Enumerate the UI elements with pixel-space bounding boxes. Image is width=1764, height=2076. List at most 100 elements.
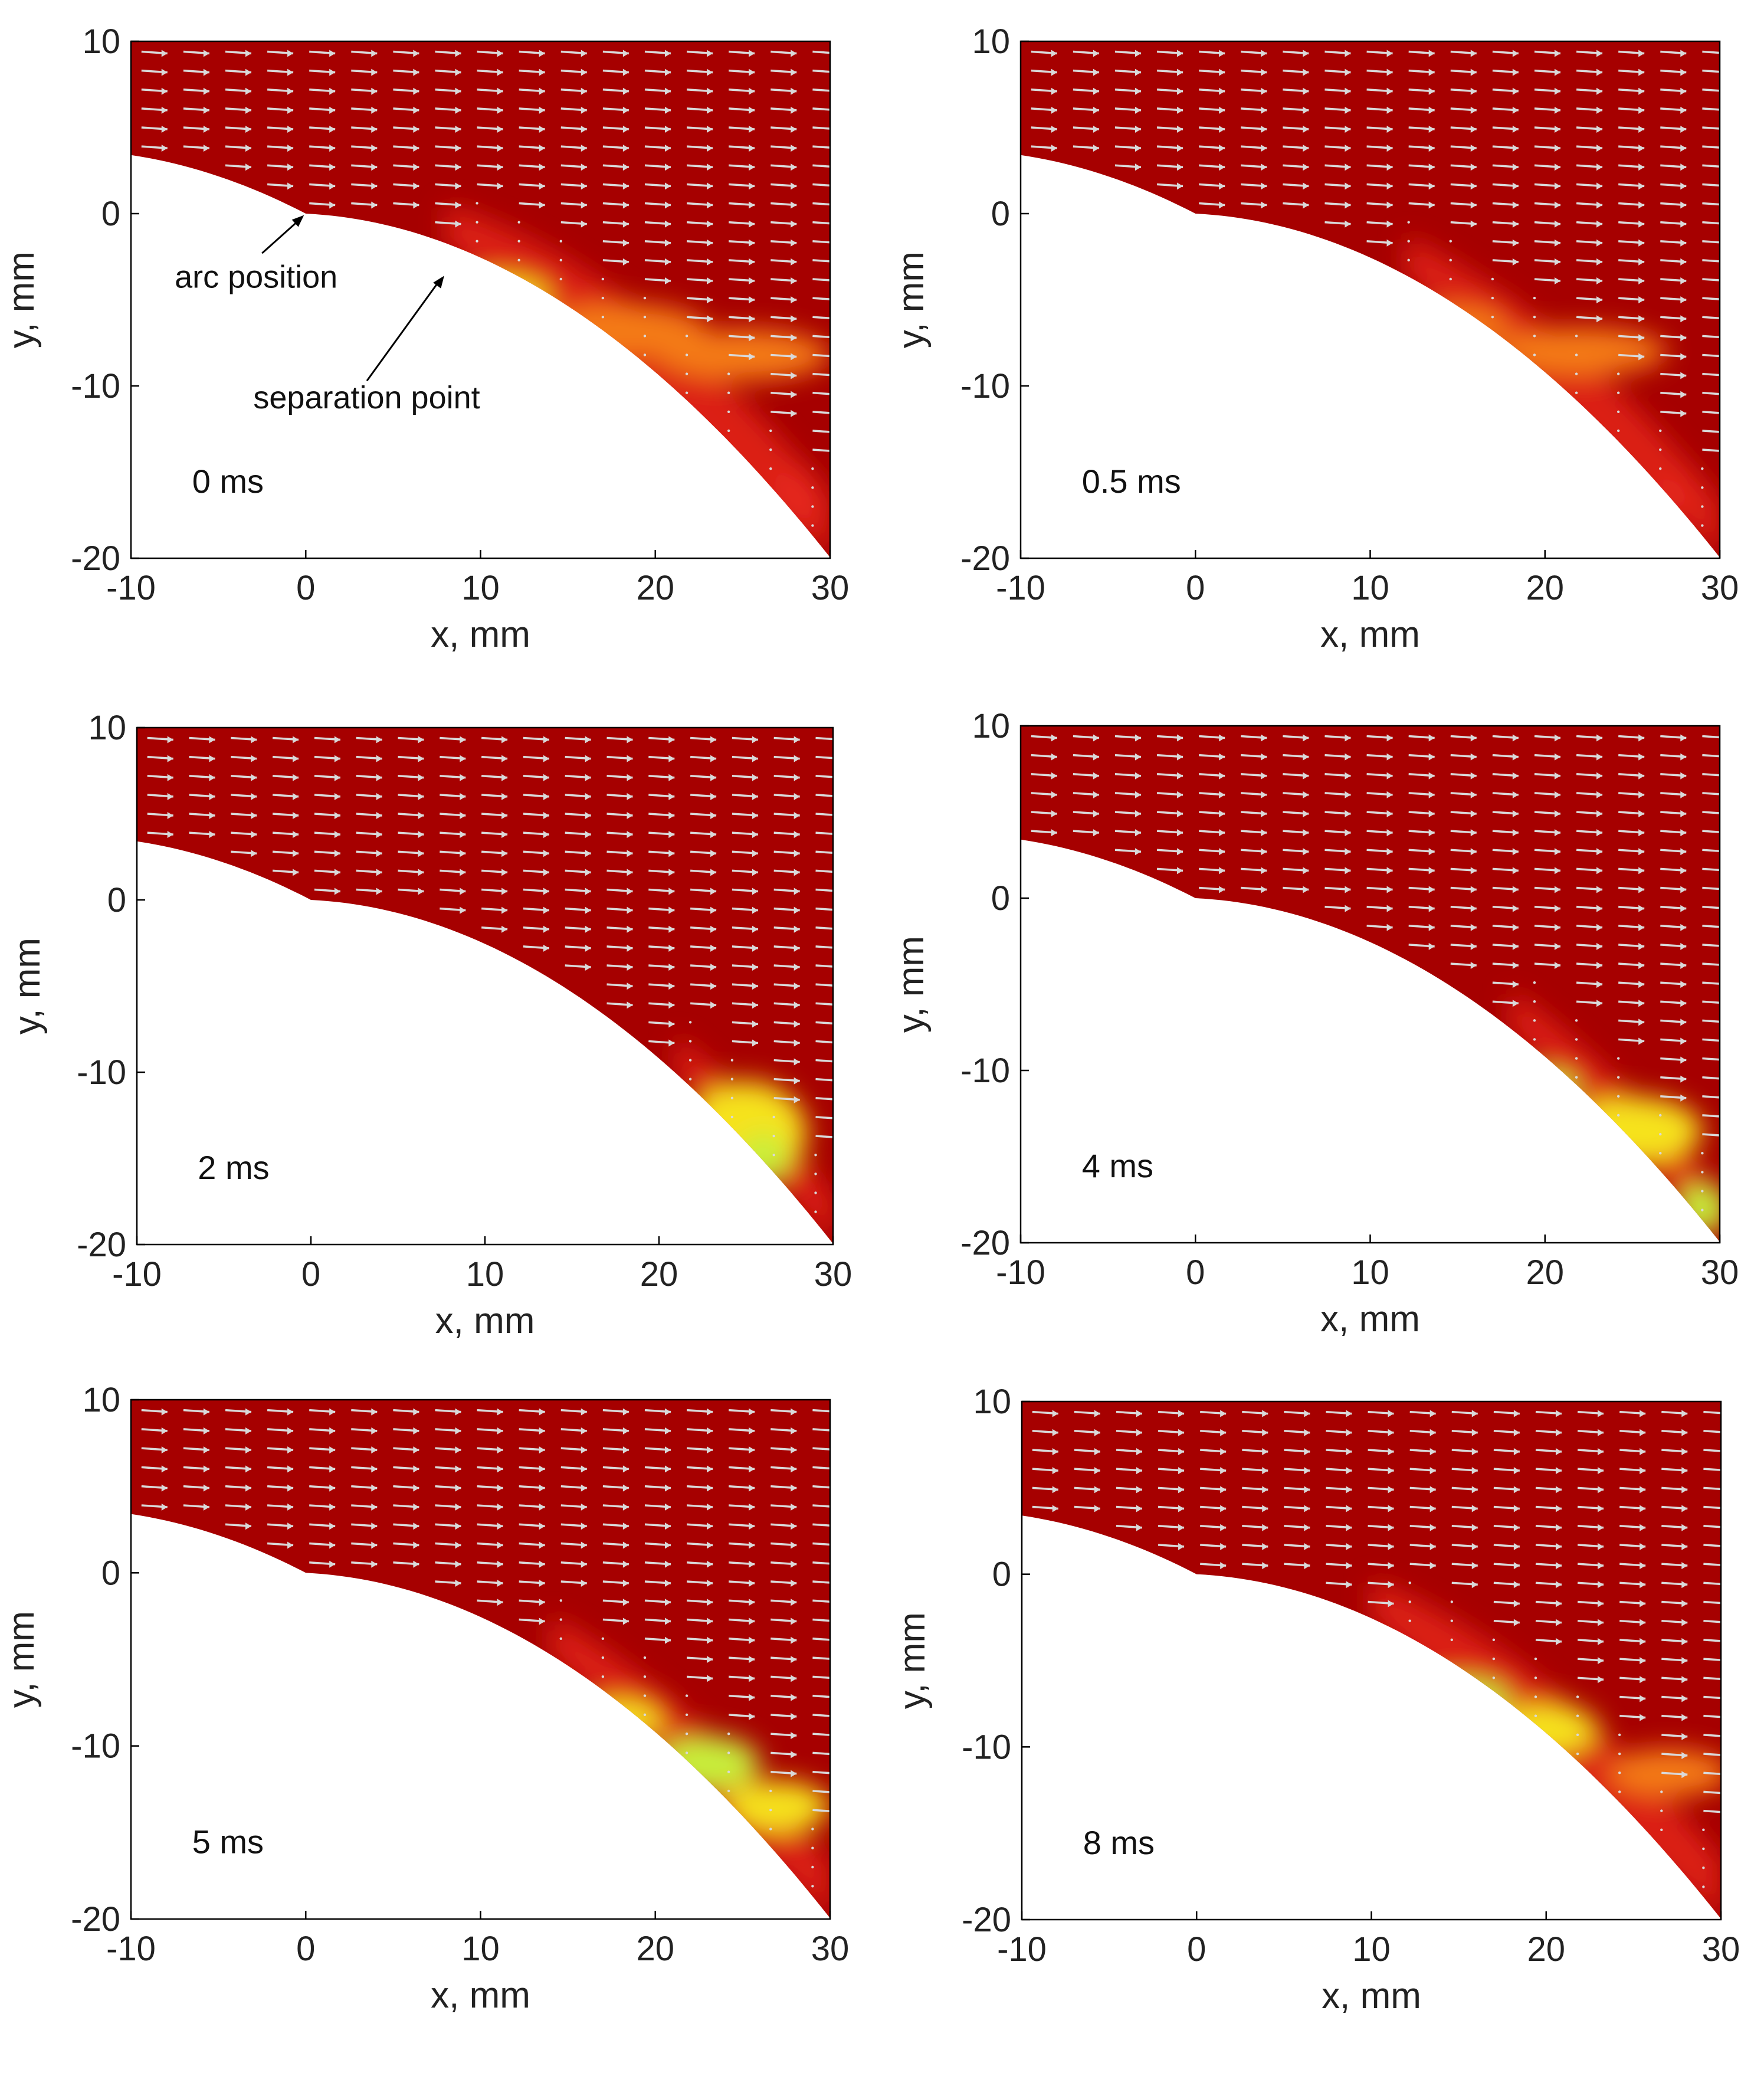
vector-arrowhead [1470,734,1477,742]
vector-arrowhead [1304,1486,1310,1494]
vector-arrowhead [752,1039,758,1047]
vector-arrowhead [1345,791,1351,798]
vector-arrowhead [1261,201,1267,209]
vector-arrowhead [1555,1619,1562,1626]
vector-arrowhead [791,145,797,152]
vector-arrowhead [1177,182,1183,190]
vector-dot [1534,1695,1537,1698]
vector-arrowhead [749,1617,755,1625]
vector-arrowhead [1177,106,1183,114]
vector-arrowhead [371,68,378,76]
vector-arrowhead [749,220,755,228]
vector-arrowhead [707,1580,713,1587]
vector-arrowhead [1219,145,1225,152]
vector-arrowhead [1640,1524,1646,1531]
vector-arrowhead [668,944,675,952]
vector-arrowhead [1722,772,1728,780]
vector-arrowhead [832,391,838,398]
vector-arrowhead [1219,867,1225,875]
vector-arrowhead [1512,220,1519,228]
vector-arrowhead [836,793,842,800]
vector-arrowhead [1596,753,1603,761]
vector-arrowhead [1386,145,1393,152]
vector-arrowhead [329,1541,336,1549]
velocity-field [131,1400,830,1918]
vector-arrowhead [455,126,461,133]
vector-arrowhead [1722,69,1728,76]
vector-arrowhead [794,1001,800,1009]
vector-arrowhead [749,1522,755,1530]
vector-dot [1492,1676,1496,1679]
vector-arrowhead [1261,810,1267,817]
vector-arrowhead [245,1484,251,1492]
vector-arrowhead [668,925,675,933]
vector-arrowhead [791,1503,797,1511]
vector-dot [1617,1057,1620,1060]
vector-arrowhead [1470,791,1477,798]
vector-arrow [1703,1524,1721,1529]
vector-arrowhead [1303,791,1309,798]
vector-arrowhead [1135,829,1141,837]
vector-arrow [812,1561,830,1566]
vector-arrowhead [832,410,838,417]
vector-arrowhead [1638,810,1645,817]
vector-arrowhead [794,1020,800,1028]
vector-dot [814,1210,817,1213]
vector-arrowhead [794,793,800,800]
vector-arrowhead [1345,772,1351,780]
vector-arrowhead [1554,942,1560,950]
vector-arrowhead [1388,1448,1394,1455]
vector-arrowhead [1680,753,1687,761]
vector-dot [1576,1714,1579,1717]
vector-arrow [1702,202,1720,207]
vector-arrowhead [287,1522,294,1530]
vector-arrowhead [832,1522,838,1530]
vector-arrowhead [1261,772,1267,780]
vector-arrowhead [832,1599,838,1606]
vector-arrowhead [581,1465,587,1473]
vector-dot [727,391,730,394]
y-axis-label: y, mm [891,936,932,1033]
vector-arrow [1702,372,1720,377]
vector-arrowhead [1428,50,1435,57]
vector-arrow [1702,1076,1720,1080]
vector-arrowhead [1554,810,1560,817]
vector-arrowhead [1513,1581,1520,1589]
y-tick-label: 0 [101,195,120,233]
x-tick-label: -10 [112,1255,162,1294]
vector-arrowhead [1428,753,1435,761]
vector-dot [811,524,814,527]
vector-arrowhead [1596,772,1603,780]
vector-arrowhead [1346,1562,1352,1570]
vector-dot [814,1173,817,1175]
vector-arrowhead [1680,1075,1687,1083]
vector-arrowhead [1512,106,1519,114]
vector-arrowhead [287,163,294,171]
vector-dot [643,1713,647,1717]
vector-arrowhead [832,277,838,284]
vector-arrowhead [209,774,215,781]
vector-arrowhead [293,774,299,781]
vector-arrowhead [1093,145,1099,152]
vector-arrowhead [1345,201,1351,209]
y-tick-label: -10 [77,1053,126,1092]
vector-arrowhead [836,812,842,819]
x-tick-label: 30 [811,569,850,607]
vector-arrowhead [668,906,675,914]
vector-arrowhead [1512,87,1519,95]
vector-arrowhead [1681,1448,1688,1455]
vector-arrowhead [1723,1448,1729,1455]
vector-arrow [1702,830,1720,834]
vector-arrowhead [749,50,755,57]
vector-arrow [812,353,830,358]
vector-arrowhead [581,106,587,114]
annotation-arrowhead [433,276,444,289]
vector-arrowhead [791,1446,797,1454]
vector-arrowhead [1428,182,1435,190]
vector-arrowhead [161,126,168,133]
vector-arrowhead [1723,1809,1729,1816]
vector-arrowhead [1640,1600,1646,1607]
wake-blob [737,1132,790,1184]
vector-arrowhead [371,1522,378,1530]
x-tick-label: -10 [997,1930,1047,1969]
